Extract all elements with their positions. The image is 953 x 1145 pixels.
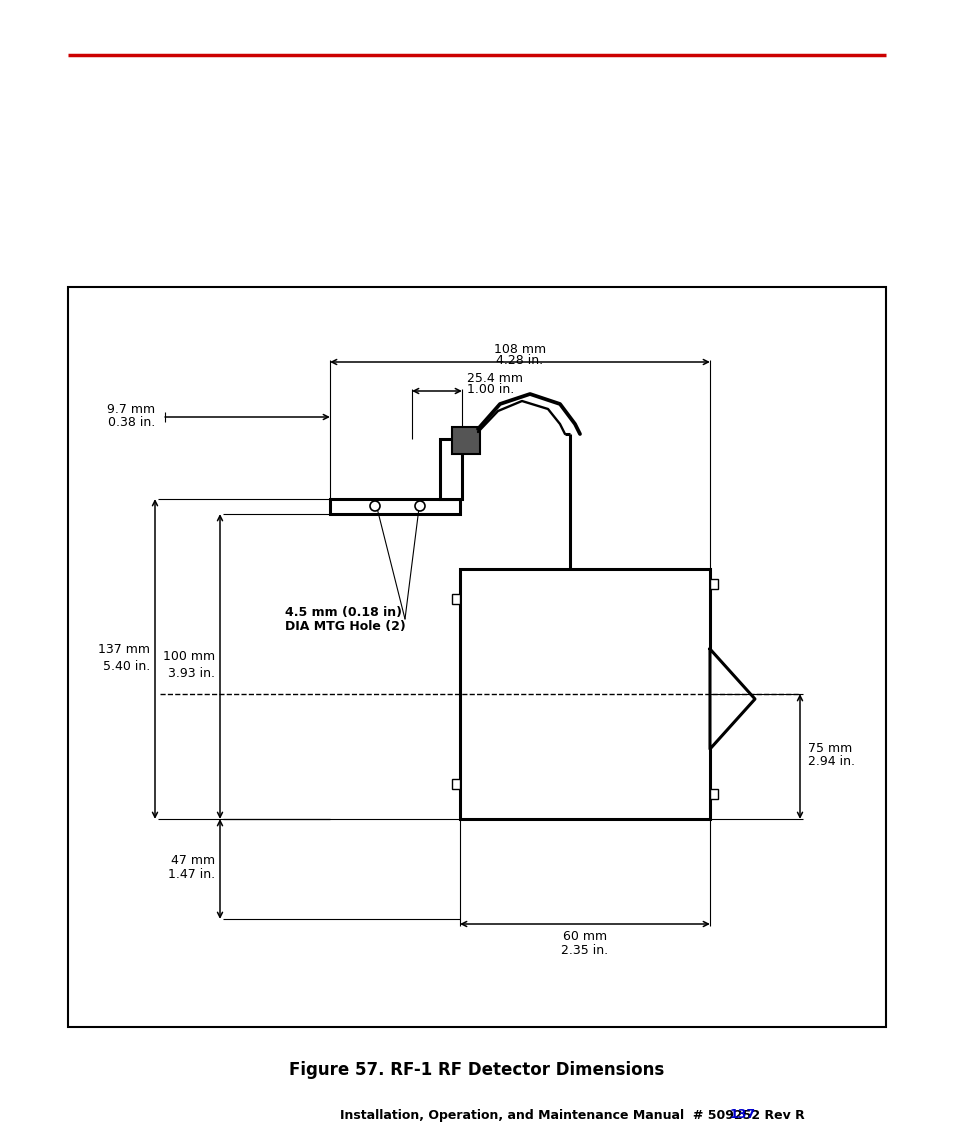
Text: DIA MTG Hole (2): DIA MTG Hole (2)	[285, 619, 405, 632]
Text: 4.5 mm (0.18 in): 4.5 mm (0.18 in)	[285, 606, 401, 618]
Bar	[452, 427, 479, 455]
Text: 25.4 mm: 25.4 mm	[467, 371, 522, 385]
Text: 0.38 in.: 0.38 in.	[108, 416, 154, 428]
Text: 5.40 in.: 5.40 in.	[103, 660, 150, 672]
Bar	[459, 569, 709, 819]
Text: 9.7 mm: 9.7 mm	[107, 403, 154, 416]
Text: 100 mm: 100 mm	[163, 650, 214, 663]
Text: 47 mm: 47 mm	[171, 854, 214, 868]
Text: Installation, Operation, and Maintenance Manual  # 509252 Rev R: Installation, Operation, and Maintenance…	[339, 1108, 804, 1121]
Text: 3.93 in.: 3.93 in.	[168, 668, 214, 680]
Bar	[709, 789, 718, 799]
Circle shape	[415, 502, 424, 511]
Bar	[452, 594, 459, 605]
Text: 137: 137	[729, 1108, 756, 1121]
Bar	[330, 499, 459, 514]
Bar	[439, 439, 461, 499]
Circle shape	[370, 502, 379, 511]
Bar	[68, 287, 885, 1027]
Text: Figure 57. RF-1 RF Detector Dimensions: Figure 57. RF-1 RF Detector Dimensions	[289, 1061, 664, 1079]
Text: 1.47 in.: 1.47 in.	[168, 868, 214, 881]
Text: 108 mm: 108 mm	[494, 342, 545, 355]
Text: 4.28 in.: 4.28 in.	[496, 354, 543, 366]
Text: 137 mm: 137 mm	[98, 642, 150, 655]
Bar	[709, 579, 718, 589]
Text: 1.00 in.: 1.00 in.	[467, 382, 514, 395]
Polygon shape	[709, 649, 754, 749]
Text: 2.35 in.: 2.35 in.	[561, 943, 608, 956]
Text: 75 mm: 75 mm	[807, 742, 851, 755]
Text: 2.94 in.: 2.94 in.	[807, 755, 854, 768]
Bar	[452, 779, 459, 789]
Text: 60 mm: 60 mm	[562, 931, 606, 943]
